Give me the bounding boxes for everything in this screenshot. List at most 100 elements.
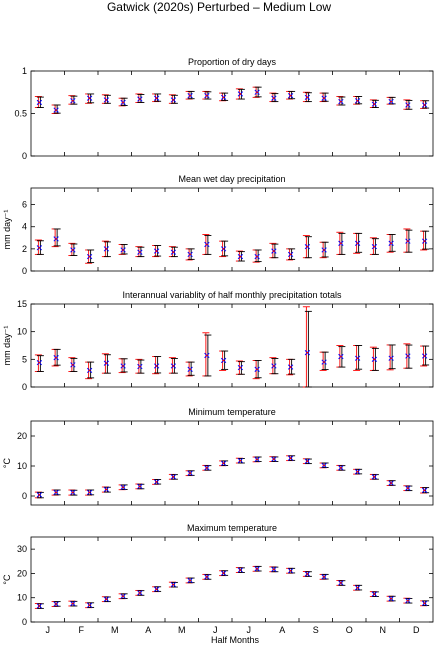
error-bar — [168, 581, 178, 588]
data-point-red — [222, 247, 225, 250]
error-bar — [68, 95, 78, 105]
data-point-red — [239, 366, 242, 369]
error-bar — [185, 90, 195, 100]
data-point-red — [373, 245, 376, 248]
error-bar — [101, 486, 111, 493]
data-point-red — [339, 466, 342, 469]
data-point-red — [239, 255, 242, 258]
error-bar — [168, 94, 178, 104]
data-point-red — [122, 486, 125, 489]
error-bar — [135, 93, 145, 103]
data-point-red — [55, 356, 58, 359]
y-tick-label: 30 — [17, 544, 27, 554]
data-point-red — [356, 470, 359, 473]
axes-box — [30, 536, 434, 623]
error-bar — [302, 571, 312, 577]
error-bar — [202, 234, 212, 255]
error-bar — [85, 361, 95, 380]
data-point-red — [373, 103, 376, 106]
data-point-red — [55, 238, 58, 240]
error-bar — [152, 356, 162, 375]
error-bar — [51, 104, 61, 114]
data-point-red — [323, 575, 326, 578]
data-point-red — [356, 586, 359, 589]
y-tick-label: 0 — [22, 382, 27, 392]
error-bar — [269, 92, 279, 103]
figure-title: Gatwick (2020s) Perturbed – Medium Low — [107, 0, 331, 14]
y-tick-label: 0.5 — [14, 109, 27, 119]
data-point-red — [155, 250, 158, 252]
error-bar — [336, 96, 346, 106]
error-bar — [101, 94, 111, 104]
error-bar — [286, 358, 296, 376]
error-bar — [185, 577, 195, 584]
error-bar — [118, 593, 128, 600]
error-bar — [302, 235, 312, 259]
data-point-red — [155, 588, 158, 591]
data-point-red — [323, 361, 326, 363]
y-tick-label: 0 — [22, 491, 27, 501]
error-bar — [68, 600, 78, 607]
data-point-red — [38, 361, 41, 364]
y-axis-label: °C — [2, 457, 12, 468]
error-bar — [319, 92, 329, 103]
error-bar — [202, 464, 212, 471]
data-point-red — [390, 482, 393, 484]
error-bar — [386, 96, 396, 105]
error-bar — [219, 570, 229, 577]
x-tick-label: J — [46, 625, 51, 635]
data-point-red — [88, 97, 91, 100]
data-point-red — [71, 249, 74, 251]
y-tick-label: 15 — [17, 299, 27, 309]
error-bar — [252, 249, 262, 263]
data-point-red — [256, 368, 259, 371]
error-bar — [152, 245, 162, 258]
error-bar — [269, 456, 279, 462]
data-point-red — [256, 567, 259, 570]
error-bar — [168, 246, 178, 258]
data-point-red — [205, 575, 208, 578]
error-bar — [235, 360, 245, 375]
error-bar — [386, 480, 396, 486]
error-bar — [118, 243, 128, 255]
error-bar — [51, 348, 61, 367]
y-tick-label: 0 — [22, 151, 27, 161]
error-bar — [135, 589, 145, 596]
data-point-red — [122, 249, 125, 251]
data-point-red — [289, 457, 292, 460]
error-bar — [202, 332, 212, 377]
data-point-red — [272, 97, 275, 100]
error-bar — [85, 489, 95, 496]
y-tick-label: 10 — [17, 461, 27, 471]
error-bar — [420, 600, 430, 607]
data-point-red — [205, 466, 208, 469]
data-point-red — [205, 243, 208, 246]
error-bar — [369, 99, 379, 109]
error-bar — [34, 354, 44, 372]
error-bar — [135, 483, 145, 490]
error-bar — [252, 86, 262, 98]
data-point-red — [256, 458, 259, 461]
error-bar — [51, 601, 61, 607]
error-bar — [302, 458, 312, 465]
data-point-red — [306, 351, 309, 354]
error-bar — [68, 489, 78, 496]
data-point-red — [289, 569, 292, 572]
axes-box — [30, 420, 434, 506]
data-point-red — [71, 363, 74, 366]
y-tick-label: 10 — [17, 327, 27, 337]
x-tick-label: M — [111, 625, 119, 635]
error-bar — [353, 584, 363, 591]
data-point-red — [55, 491, 58, 494]
data-point-red — [390, 242, 393, 245]
error-bar — [336, 231, 346, 255]
data-point-red — [239, 459, 242, 462]
axes-box — [30, 303, 434, 388]
y-tick-label: 20 — [17, 431, 27, 441]
error-bar — [135, 358, 145, 374]
error-bar — [420, 487, 430, 494]
data-point-red — [323, 464, 326, 467]
panel-title: Mean wet day precipitation — [178, 174, 285, 184]
error-bar — [168, 473, 178, 480]
x-tick-label: O — [346, 625, 353, 635]
